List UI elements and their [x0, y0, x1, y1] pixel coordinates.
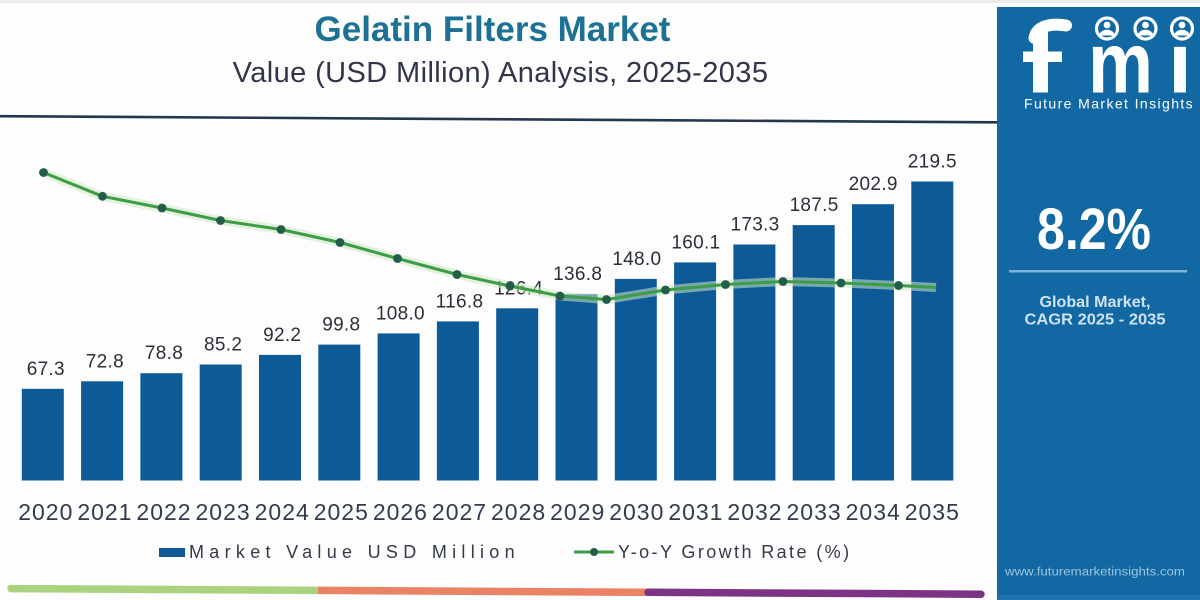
svg-text:2032: 2032: [727, 499, 782, 525]
svg-text:2029: 2029: [550, 499, 605, 525]
svg-text:92.2: 92.2: [263, 325, 301, 346]
svg-text:219.5: 219.5: [908, 152, 957, 173]
svg-text:78.8: 78.8: [145, 343, 183, 364]
svg-text:85.2: 85.2: [204, 335, 242, 356]
svg-text:2020: 2020: [18, 499, 73, 525]
svg-text:173.3: 173.3: [730, 215, 779, 236]
svg-text:160.1: 160.1: [671, 232, 720, 253]
svg-text:2028: 2028: [491, 499, 546, 525]
svg-text:67.3: 67.3: [27, 359, 65, 380]
svg-text:148.0: 148.0: [612, 249, 661, 270]
svg-text:108.0: 108.0: [376, 303, 425, 324]
svg-text:2027: 2027: [432, 499, 487, 525]
svg-text:2030: 2030: [609, 499, 664, 525]
svg-text:2022: 2022: [136, 499, 191, 525]
svg-text:2033: 2033: [787, 499, 842, 525]
svg-text:Global Market,: Global Market,: [1040, 294, 1151, 311]
svg-text:116.8: 116.8: [436, 291, 484, 312]
svg-text:2025: 2025: [314, 499, 369, 525]
svg-text:www.futuremarketinsights.com: www.futuremarketinsights.com: [1004, 567, 1185, 579]
svg-text:99.8: 99.8: [322, 315, 360, 336]
svg-text:72.8: 72.8: [86, 351, 124, 372]
svg-text:136.8: 136.8: [553, 264, 602, 285]
svg-text:Future Market Insights: Future Market Insights: [1024, 96, 1194, 112]
svg-text:2031: 2031: [668, 499, 723, 525]
svg-text:2026: 2026: [373, 499, 428, 525]
svg-text:8.2%: 8.2%: [1037, 197, 1151, 262]
svg-text:2035: 2035: [905, 499, 960, 525]
svg-text:2021: 2021: [77, 499, 132, 525]
svg-text:202.9: 202.9: [849, 174, 898, 195]
svg-text:CAGR 2025 - 2035: CAGR 2025 - 2035: [1025, 312, 1166, 329]
svg-text:187.5: 187.5: [790, 195, 839, 216]
svg-text:2023: 2023: [196, 499, 251, 525]
svg-text:2024: 2024: [255, 499, 310, 525]
svg-text:2034: 2034: [846, 499, 901, 525]
